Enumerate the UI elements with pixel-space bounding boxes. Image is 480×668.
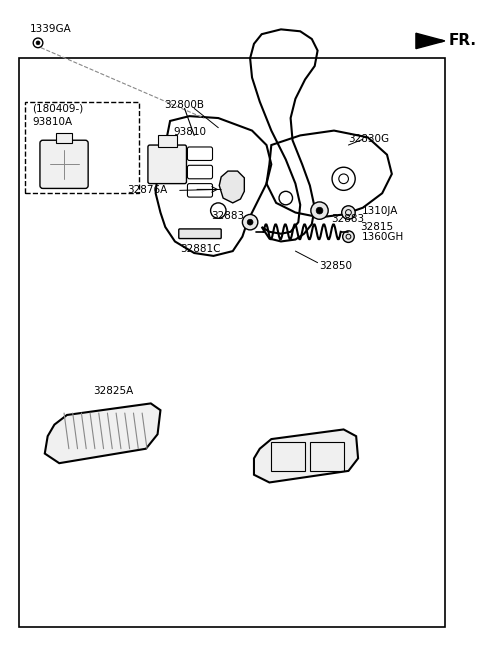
FancyBboxPatch shape (179, 229, 221, 238)
Text: 32825A: 32825A (93, 386, 133, 396)
Circle shape (343, 231, 354, 242)
FancyBboxPatch shape (157, 136, 177, 147)
Text: FR.: FR. (449, 33, 477, 48)
Text: 32876A: 32876A (127, 185, 167, 195)
Text: 32850: 32850 (320, 261, 352, 271)
Polygon shape (254, 430, 358, 482)
Text: 93810: 93810 (173, 126, 206, 136)
Text: 32883: 32883 (331, 214, 364, 224)
Polygon shape (219, 171, 244, 203)
Text: 32815: 32815 (360, 222, 393, 232)
Circle shape (316, 207, 323, 214)
FancyBboxPatch shape (40, 140, 88, 188)
Circle shape (311, 202, 328, 219)
Polygon shape (416, 33, 445, 49)
Text: 32800B: 32800B (165, 100, 204, 110)
Circle shape (247, 219, 253, 225)
Circle shape (36, 41, 40, 45)
Text: 32830G: 32830G (348, 134, 390, 144)
Text: 93810A: 93810A (32, 117, 72, 127)
Text: 32881C: 32881C (180, 244, 220, 254)
FancyBboxPatch shape (148, 145, 187, 184)
Text: 1339GA: 1339GA (30, 24, 72, 34)
Text: 1310JA: 1310JA (362, 206, 398, 216)
Text: 1360GH: 1360GH (362, 232, 404, 242)
Polygon shape (45, 403, 160, 463)
Text: 32883: 32883 (212, 211, 245, 221)
Circle shape (242, 214, 258, 230)
Circle shape (342, 206, 355, 219)
FancyBboxPatch shape (56, 134, 72, 143)
Text: (180409-): (180409-) (32, 104, 84, 114)
